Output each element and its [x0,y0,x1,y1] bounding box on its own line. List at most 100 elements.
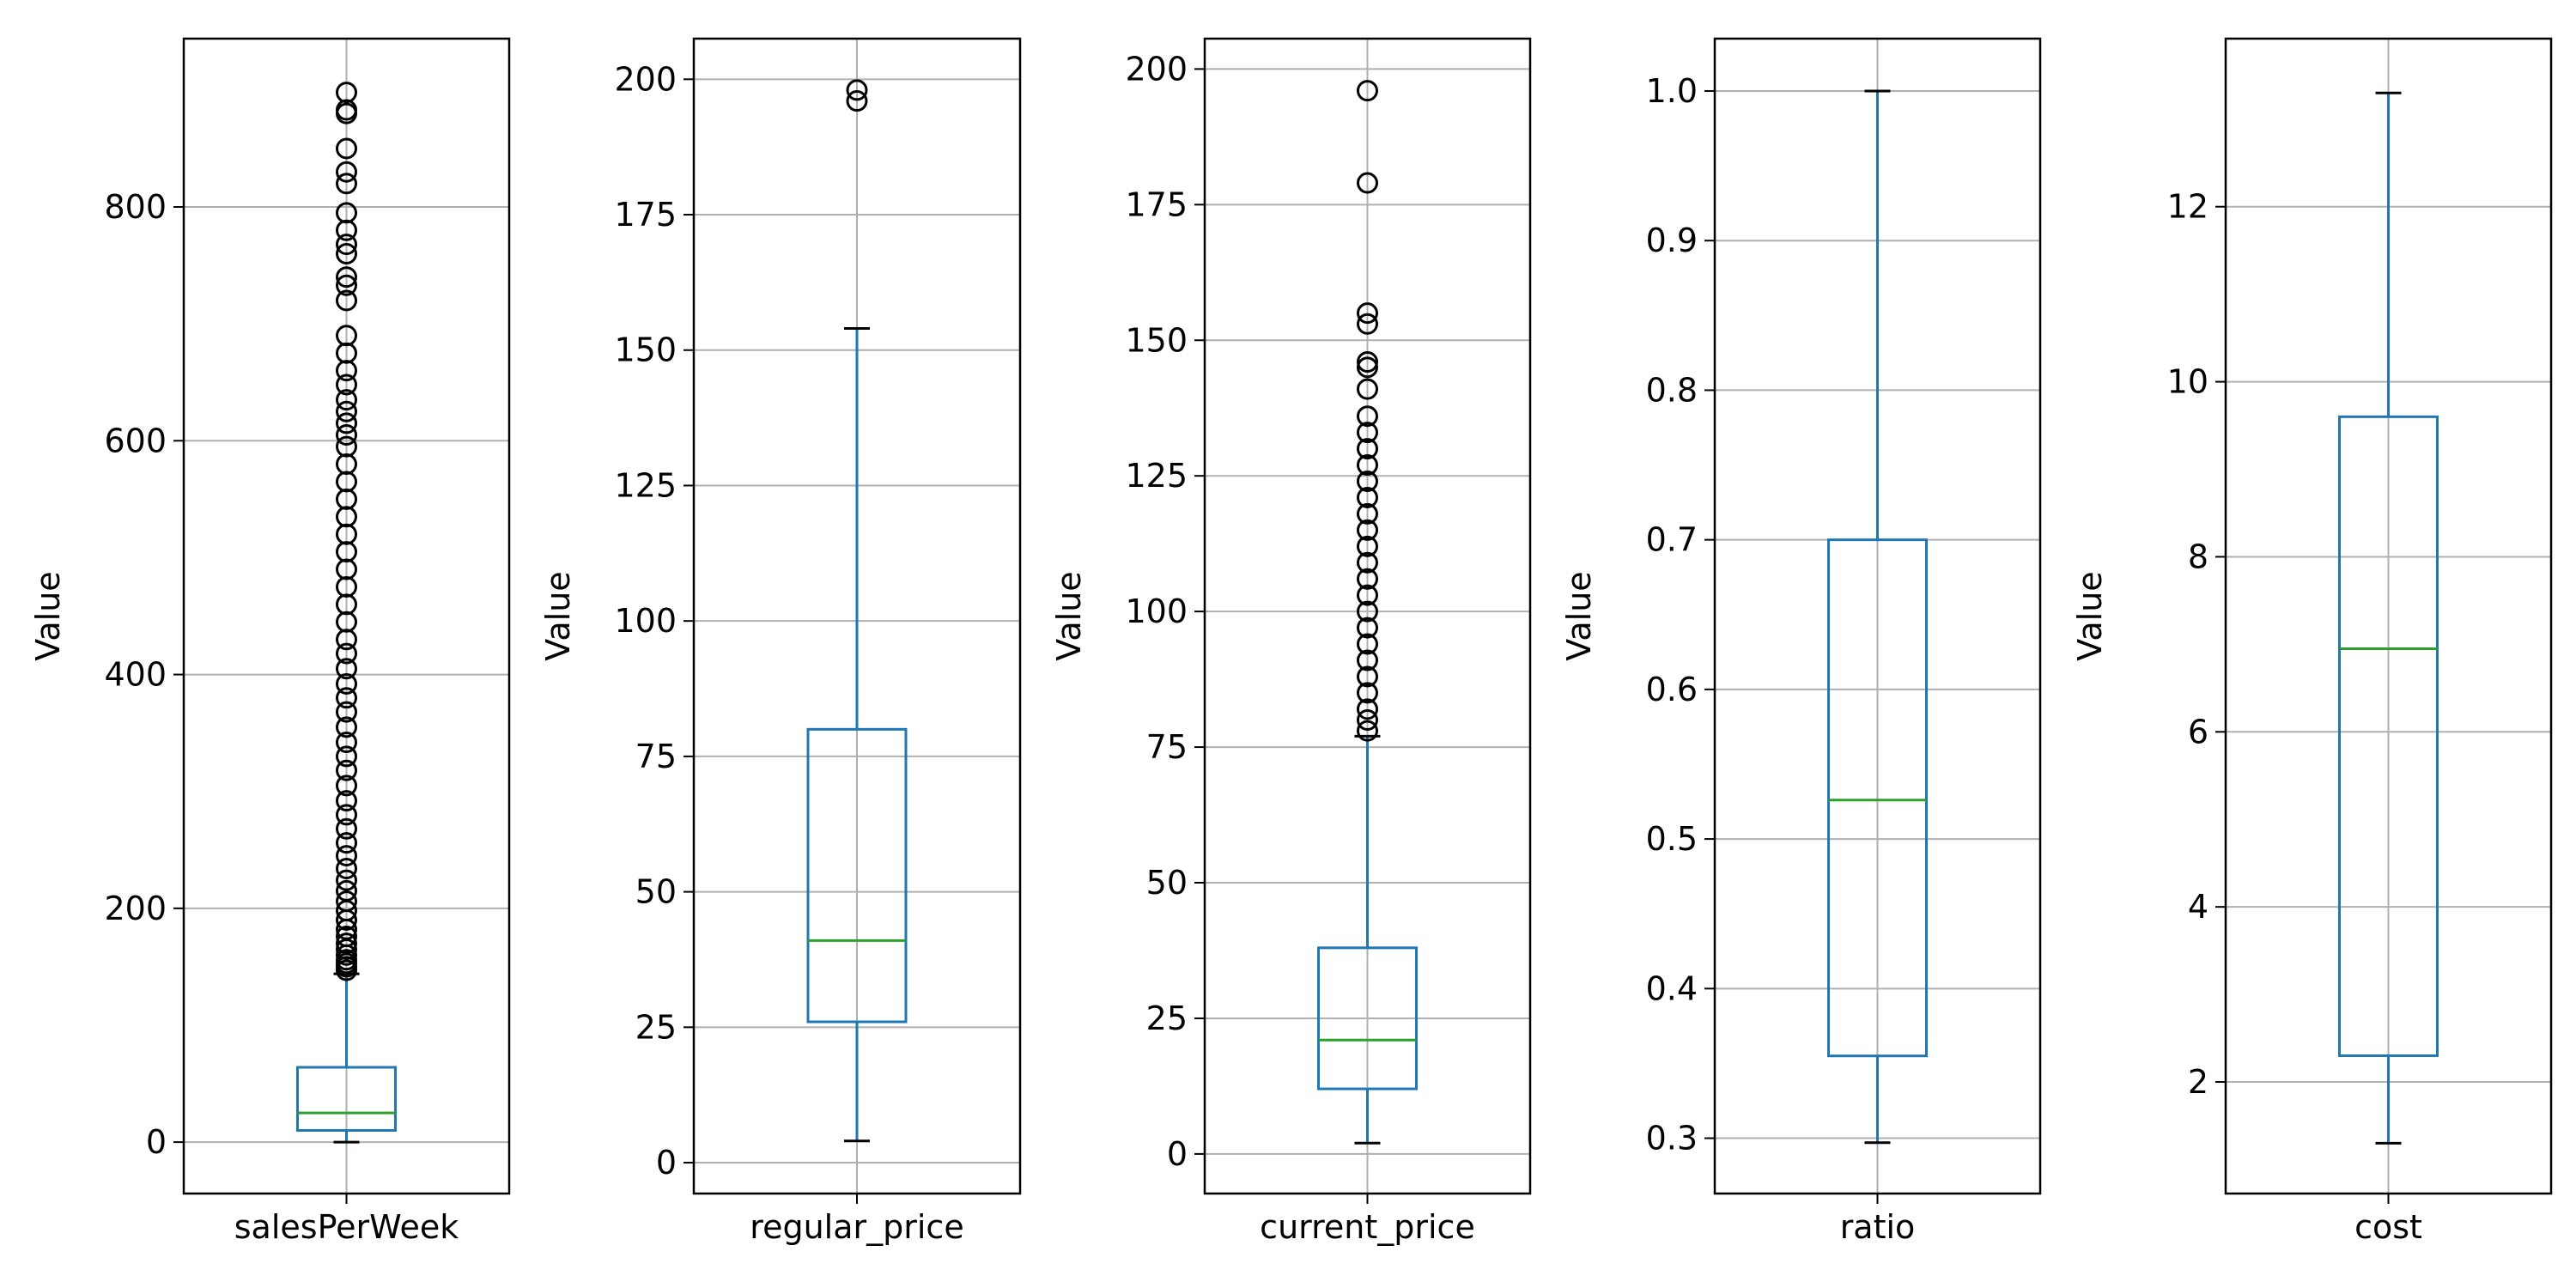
x-category-label: cost [2354,1208,2422,1246]
x-category-label: salesPerWeek [234,1208,459,1246]
y-tick-label: 50 [1146,864,1188,902]
outlier-point [336,506,357,528]
iqr-box [1317,946,1418,1091]
outlier-point [1357,649,1378,671]
y-axis-label: Value [29,571,67,660]
outlier-point [336,817,357,840]
outlier-point [336,869,357,891]
outlier-point [336,360,357,382]
y-tick-label: 0.7 [1646,521,1698,559]
outlier-point [1357,568,1378,590]
outlier-point [1357,454,1378,477]
outlier-point [336,558,357,580]
outlier-point [846,90,868,112]
outlier-point [1357,405,1378,428]
y-axis-label: Value [539,571,577,660]
outlier-point [336,423,357,446]
outlier-point [336,161,357,183]
outlier-point [336,732,357,754]
outlier-point [1357,172,1378,194]
y-tick-label: 75 [635,738,677,775]
outlier-point [336,435,357,458]
outlier-point [1357,720,1378,742]
boxplot-panel-salesPerWeek: 0 200 400 600 800 salesPerWeek Value [29,37,511,1246]
outlier-point [1357,665,1378,688]
outlier-point [336,858,357,880]
boxplot-panel-ratio: 0.3 0.4 0.5 0.6 0.7 0.8 0.9 1.0 ratio Value [1560,37,2042,1246]
y-axis-label: Value [1560,571,1598,660]
outlier-point [336,453,357,476]
outlier-point [336,412,357,434]
boxplot-panels: 0200400600800salesPerWeekValue0255075100… [29,37,2553,1246]
y-tick-label: 125 [1125,457,1188,495]
y-tick-label: 800 [104,188,167,226]
outlier-point [1357,356,1378,379]
y-tick-label: 0.9 [1646,222,1698,259]
y-tick-label: 0 [146,1123,167,1161]
y-tick-label: 75 [1146,728,1188,766]
y-tick-label: 0 [1167,1135,1188,1173]
outlier-point [1357,682,1378,704]
iqr-box [806,727,908,1024]
outlier-point [336,219,357,241]
boxplot-panel-cost: 2 4 6 8 10 12 cost Value [2071,37,2553,1246]
y-tick-label: 1.0 [1646,72,1698,110]
outlier-point [336,234,357,256]
outlier-point [336,745,357,768]
y-tick-label: 150 [1125,321,1188,359]
outlier-point [336,471,357,493]
y-tick-label: 12 [2167,188,2208,226]
y-tick-label: 0.6 [1646,671,1698,708]
outlier-point [336,926,357,948]
outlier-point [1357,438,1378,460]
outlier-point [846,79,868,101]
outlier-point [1357,302,1378,325]
outlier-point [336,541,357,563]
outlier-point [1357,351,1378,374]
outlier-point [336,342,357,364]
outlier-point [336,804,357,826]
outlier-point [336,642,357,665]
y-tick-label: 200 [104,890,167,927]
y-tick-label: 175 [614,196,677,234]
y-tick-label: 25 [635,1008,677,1046]
outlier-point [1357,584,1378,606]
outlier-point [336,790,357,812]
outlier-point [336,672,357,695]
y-tick-label: 125 [614,466,677,504]
outlier-point [336,374,357,396]
y-axis-label: Value [2071,571,2109,660]
outlier-point [336,759,357,781]
outlier-point [336,289,357,312]
outlier-point [336,242,357,264]
outlier-point [336,82,357,104]
outlier-point [336,266,357,289]
y-tick-label: 25 [1146,999,1188,1037]
x-category-label: current_price [1260,1208,1475,1246]
outlier-point [1357,422,1378,444]
y-tick-label: 2 [2188,1063,2208,1101]
y-tick-label: 175 [1125,185,1188,223]
outlier-point [336,629,357,651]
iqr-box [1827,538,1928,1058]
y-tick-label: 0 [656,1144,677,1182]
y-tick-label: 100 [614,602,677,640]
y-tick-label: 4 [2188,888,2208,926]
outlier-point [1357,471,1378,493]
outlier-point [336,400,357,422]
outlier-point [1357,698,1378,720]
y-tick-label: 0.8 [1646,371,1698,409]
outlier-point [336,575,357,598]
y-tick-label: 400 [104,656,167,694]
outlier-point [1357,535,1378,557]
outlier-point [336,933,357,955]
outlier-point [336,775,357,797]
outlier-point [1357,617,1378,639]
y-tick-label: 50 [635,873,677,911]
y-tick-label: 10 [2167,363,2208,401]
outlier-point [336,687,357,709]
outlier-point [336,137,357,160]
y-tick-label: 200 [1125,50,1188,88]
outlier-point [1357,486,1378,508]
outlier-point [336,611,357,633]
